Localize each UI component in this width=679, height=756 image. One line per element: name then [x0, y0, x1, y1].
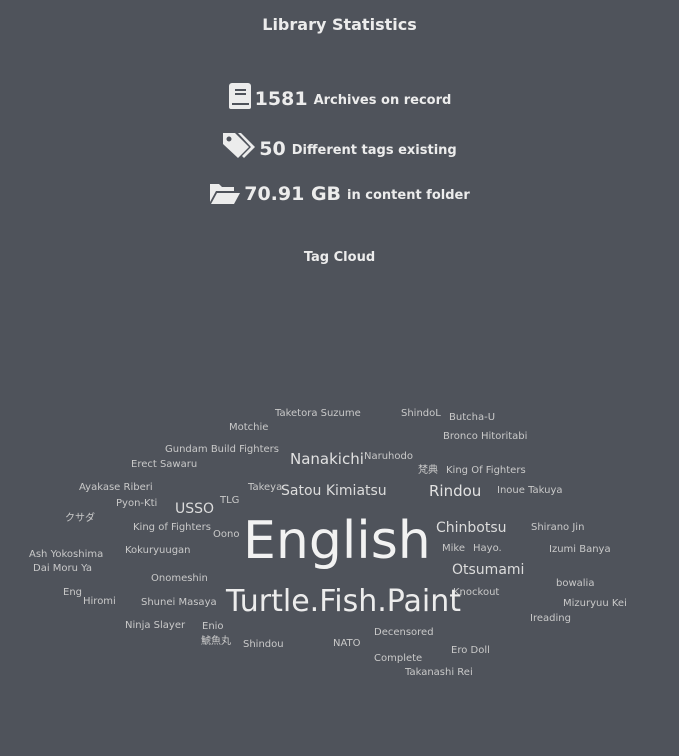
- tag-link[interactable]: King Of Fighters: [446, 465, 526, 476]
- tag-link[interactable]: Shindou: [243, 639, 284, 650]
- tag-link[interactable]: Dai Moru Ya: [33, 563, 93, 574]
- tag-link[interactable]: Ero Doll: [451, 645, 490, 656]
- tag-link[interactable]: Motchie: [229, 422, 269, 433]
- tag-link[interactable]: Enio: [202, 621, 224, 632]
- tag-link[interactable]: Rindou: [429, 482, 482, 500]
- tag-link[interactable]: Satou Kimiatsu: [281, 483, 387, 499]
- page-title: Library Statistics: [262, 15, 417, 34]
- tag-link[interactable]: Shunei Masaya: [141, 597, 217, 608]
- tag-link[interactable]: Complete: [374, 653, 423, 664]
- tag-link[interactable]: USSO: [175, 501, 215, 517]
- size-value: 70.91 GB: [244, 183, 342, 205]
- stat-size: 70.91 GB in content folder: [0, 181, 679, 205]
- tag-link[interactable]: Ireading: [530, 613, 571, 624]
- tag-link[interactable]: Butcha-U: [449, 412, 496, 423]
- tags-count: 50: [259, 138, 286, 160]
- stat-archives: 1581 Archives on record: [0, 83, 679, 110]
- tag-link[interactable]: Oono: [213, 529, 240, 540]
- tag-link[interactable]: Taketora Suzume: [275, 408, 361, 419]
- tag-link[interactable]: 鯱魚丸: [201, 636, 231, 647]
- tag-link[interactable]: King of Fighters: [133, 522, 211, 533]
- tag-link[interactable]: Hayo.: [473, 543, 502, 554]
- tag-link[interactable]: Izumi Banya: [549, 544, 611, 555]
- tag-link[interactable]: Decensored: [374, 627, 434, 638]
- tag-link[interactable]: ShindoL: [401, 408, 441, 419]
- tag-link[interactable]: Mizuryuu Kei: [563, 598, 627, 609]
- tag-link[interactable]: Takanashi Rei: [405, 667, 473, 678]
- tag-link[interactable]: Ayakase Riberi: [79, 482, 153, 493]
- tag-link[interactable]: Shirano Jin: [531, 522, 585, 533]
- tag-link[interactable]: Gundam Build Fighters: [165, 444, 279, 455]
- tag-cloud-title: Tag Cloud: [303, 250, 376, 265]
- tags-label: Different tags existing: [291, 143, 457, 158]
- tag-link[interactable]: Kokuryuugan: [125, 545, 191, 556]
- tag-link[interactable]: Turtle.Fish.Paint: [226, 584, 462, 619]
- tag-link[interactable]: 梵典: [418, 465, 438, 476]
- tag-link[interactable]: Erect Sawaru: [131, 459, 198, 470]
- tag-link[interactable]: Inoue Takuya: [497, 485, 563, 496]
- tag-link[interactable]: Knockout: [453, 587, 500, 598]
- tag-link[interactable]: Chinbotsu: [436, 520, 507, 536]
- folder-open-icon: [209, 181, 241, 205]
- tag-link[interactable]: Ash Yokoshima: [29, 549, 104, 560]
- tag-link[interactable]: Otsumami: [452, 562, 525, 578]
- tag-link[interactable]: TLG: [220, 495, 240, 506]
- tag-link[interactable]: Bronco Hitoritabi: [443, 431, 528, 442]
- tag-link[interactable]: Takeya: [248, 482, 283, 493]
- stat-tags: 50 Different tags existing: [0, 131, 679, 160]
- tag-link[interactable]: クサダ: [65, 513, 95, 524]
- tag-link[interactable]: English: [243, 511, 431, 571]
- tag-link[interactable]: Eng: [63, 587, 83, 598]
- tag-link[interactable]: Pyon-Kti: [116, 498, 158, 509]
- tag-link[interactable]: bowalia: [556, 578, 595, 589]
- tag-link[interactable]: Hiromi: [83, 596, 116, 607]
- tag-link[interactable]: NATO: [333, 638, 361, 649]
- tag-link[interactable]: Mike: [442, 543, 465, 554]
- tags-icon: [222, 131, 256, 160]
- archives-count: 1581: [254, 88, 308, 110]
- tag-link[interactable]: Nanakichi: [290, 450, 364, 468]
- book-icon: [228, 83, 252, 110]
- archives-label: Archives on record: [313, 93, 452, 108]
- tag-link[interactable]: Naruhodo: [364, 451, 413, 462]
- tag-link[interactable]: Onomeshin: [151, 573, 208, 584]
- size-label: in content folder: [347, 188, 470, 203]
- tag-link[interactable]: Ninja Slayer: [125, 620, 186, 631]
